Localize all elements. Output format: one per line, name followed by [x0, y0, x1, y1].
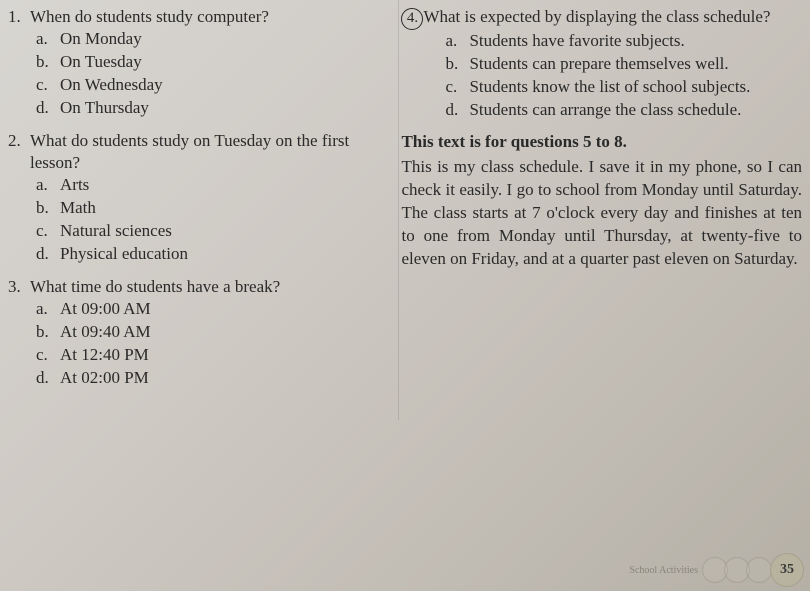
q2-opt-c: c.Natural sciences — [36, 220, 389, 243]
q1-number: 1. — [8, 6, 30, 28]
page-number-badge: 35 — [770, 553, 804, 587]
q4-opt-a: a.Students have favorite subjects. — [445, 30, 802, 53]
q3-opt-a: a.At 09:00 AM — [36, 298, 389, 321]
page-content: 1. When do students study computer? a.On… — [0, 0, 810, 400]
q2-number: 2. — [8, 130, 30, 152]
question-2: 2. What do students study on Tuesday on … — [8, 130, 389, 266]
column-divider — [398, 0, 399, 420]
q2-stem: 2. What do students study on Tuesday on … — [8, 130, 389, 174]
q2-opt-b: b.Math — [36, 197, 389, 220]
q4-number-circled: 4. — [401, 6, 423, 30]
section-header: This text is for questions 5 to 8. — [401, 132, 802, 152]
q1-options: a.On Monday b.On Tuesday c.On Wednesday … — [8, 28, 389, 120]
q4-opt-c: c.Students know the list of school subje… — [445, 76, 802, 99]
question-1: 1. When do students study computer? a.On… — [8, 6, 389, 120]
q1-opt-a: a.On Monday — [36, 28, 389, 51]
q3-opt-d: d.At 02:00 PM — [36, 367, 389, 390]
q1-opt-b: b.On Tuesday — [36, 51, 389, 74]
footer-label: School Activities — [629, 565, 698, 576]
question-4: 4. What is expected by displaying the cl… — [401, 6, 802, 122]
q3-opt-c: c.At 12:40 PM — [36, 344, 389, 367]
page-footer: School Activities 35 — [629, 553, 804, 587]
q4-opt-b: b.Students can prepare themselves well. — [445, 53, 802, 76]
q1-stem: 1. When do students study computer? — [8, 6, 389, 28]
q4-text: What is expected by displaying the class… — [423, 6, 802, 28]
right-column: 4. What is expected by displaying the cl… — [401, 6, 802, 400]
q3-text: What time do students have a break? — [30, 276, 389, 298]
q3-stem: 3. What time do students have a break? — [8, 276, 389, 298]
q2-options: a.Arts b.Math c.Natural sciences d.Physi… — [8, 174, 389, 266]
q1-opt-d: d.On Thursday — [36, 97, 389, 120]
passage-text: This is my class schedule. I save it in … — [401, 156, 802, 271]
q4-options: a.Students have favorite subjects. b.Stu… — [401, 30, 802, 122]
q3-options: a.At 09:00 AM b.At 09:40 AM c.At 12:40 P… — [8, 298, 389, 390]
q2-text: What do students study on Tuesday on the… — [30, 130, 389, 174]
q4-stem: 4. What is expected by displaying the cl… — [401, 6, 802, 30]
q3-opt-b: b.At 09:40 AM — [36, 321, 389, 344]
q2-opt-d: d.Physical education — [36, 243, 389, 266]
q1-text: When do students study computer? — [30, 6, 389, 28]
left-column: 1. When do students study computer? a.On… — [8, 6, 389, 400]
question-3: 3. What time do students have a break? a… — [8, 276, 389, 390]
q4-opt-d: d.Students can arrange the class schedul… — [445, 99, 802, 122]
footer-circle-icon — [746, 557, 772, 583]
q3-number: 3. — [8, 276, 30, 298]
q2-opt-a: a.Arts — [36, 174, 389, 197]
q1-opt-c: c.On Wednesday — [36, 74, 389, 97]
